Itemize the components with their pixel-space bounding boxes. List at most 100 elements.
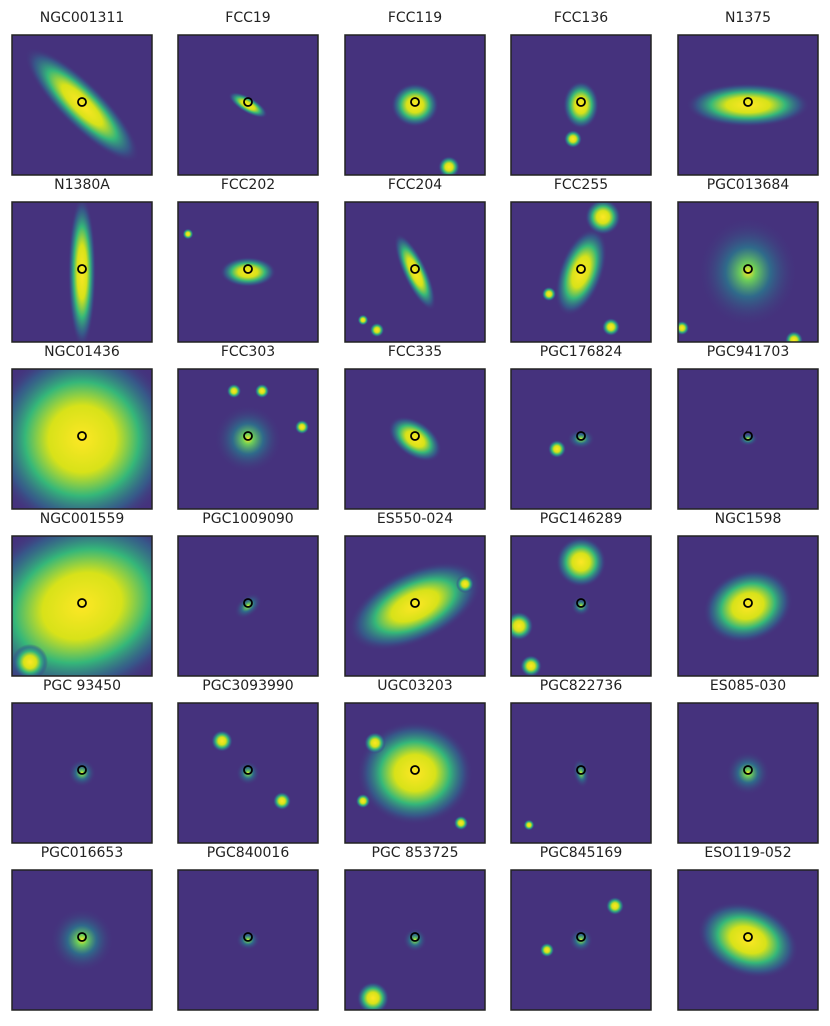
- galaxy: [236, 761, 260, 785]
- galaxy: [563, 81, 599, 129]
- image-frame: [11, 201, 153, 343]
- center-marker: [576, 264, 586, 274]
- galaxy: [214, 405, 282, 473]
- center-marker: [743, 932, 753, 942]
- galaxy-image: [12, 35, 152, 175]
- star: [438, 156, 460, 175]
- image-frame: [677, 368, 819, 510]
- galaxy: [391, 83, 439, 127]
- panel-title: PGC941703: [707, 344, 790, 360]
- star: [356, 981, 390, 1010]
- star: [606, 897, 624, 915]
- image-frame: [510, 702, 652, 844]
- center-marker: [243, 932, 253, 942]
- galaxy: [686, 83, 810, 127]
- star: [369, 322, 385, 338]
- galaxy: [571, 596, 591, 616]
- galaxy: [555, 228, 607, 316]
- image-frame: [11, 535, 153, 677]
- center-marker: [576, 431, 586, 441]
- galaxy: [569, 928, 593, 952]
- panel-title: PGC840016: [207, 845, 290, 861]
- center-marker: [743, 765, 753, 775]
- panel-title: ES550-024: [377, 511, 453, 527]
- star: [511, 611, 534, 641]
- star: [564, 130, 582, 148]
- star: [678, 320, 690, 336]
- galaxy-image: [511, 870, 651, 1010]
- panel-title: FCC202: [221, 177, 275, 193]
- image-frame: [177, 535, 319, 677]
- galaxy-image: [178, 870, 318, 1010]
- image-frame: [677, 702, 819, 844]
- star: [273, 792, 291, 810]
- image-frame: [677, 869, 819, 1011]
- galaxy: [68, 202, 96, 342]
- image-frame: [11, 34, 153, 176]
- star: [541, 286, 557, 302]
- center-marker: [576, 598, 586, 608]
- image-frame: [344, 368, 486, 510]
- galaxy: [697, 901, 799, 979]
- panel-title: N1375: [725, 10, 771, 26]
- panel-title: PGC016653: [41, 845, 124, 861]
- star: [182, 228, 194, 240]
- galaxy: [347, 561, 483, 651]
- panel-title: FCC19: [225, 10, 270, 26]
- galaxy: [388, 416, 442, 462]
- galaxy: [726, 751, 770, 795]
- center-marker: [576, 932, 586, 942]
- center-marker: [410, 932, 420, 942]
- panel-title: PGC845169: [540, 845, 623, 861]
- panel-title: ES085-030: [710, 678, 786, 694]
- galaxy-image: [511, 202, 651, 342]
- galaxy: [738, 432, 758, 446]
- star: [211, 730, 233, 752]
- center-marker: [743, 598, 753, 608]
- center-marker: [243, 264, 253, 274]
- galaxy: [50, 908, 114, 972]
- galaxy-image: [511, 369, 651, 509]
- galaxy-image: [345, 536, 485, 676]
- galaxy: [228, 92, 268, 118]
- image-frame: [177, 34, 319, 176]
- galaxy-image: [678, 369, 818, 509]
- center-marker: [576, 765, 586, 775]
- image-frame: [344, 869, 486, 1011]
- panel-title: PGC013684: [707, 177, 790, 193]
- panel-title: UGC03203: [377, 678, 452, 694]
- image-frame: [677, 201, 819, 343]
- panel-title: PGC 853725: [372, 845, 459, 861]
- galaxy-image: [678, 870, 818, 1010]
- center-marker: [410, 765, 420, 775]
- galaxy: [567, 429, 595, 449]
- galaxy-image: [511, 536, 651, 676]
- galaxy-image: [12, 369, 152, 509]
- galaxy: [357, 721, 473, 825]
- panel-title: PGC1009090: [202, 511, 293, 527]
- star: [523, 819, 535, 831]
- galaxy-image: [178, 369, 318, 509]
- galaxy-image: [178, 35, 318, 175]
- galaxy-image: [345, 35, 485, 175]
- image-frame: [177, 869, 319, 1011]
- image-frame: [510, 869, 652, 1011]
- star: [520, 655, 542, 676]
- galaxy-image: [12, 202, 152, 342]
- star: [456, 575, 474, 593]
- galaxy: [234, 593, 262, 619]
- star: [355, 793, 371, 809]
- galaxy-image: [178, 202, 318, 342]
- image-frame: [177, 368, 319, 510]
- center-marker: [410, 97, 420, 107]
- star: [294, 419, 310, 435]
- center-marker: [410, 264, 420, 274]
- panel-title: NGC01436: [44, 344, 120, 360]
- panel-title: PGC146289: [540, 511, 623, 527]
- star: [555, 536, 607, 588]
- panel-title: FCC136: [554, 10, 608, 26]
- galaxy-image: [12, 536, 152, 676]
- panel-title: NGC1598: [715, 511, 782, 527]
- panel-title: PGC3093990: [202, 678, 293, 694]
